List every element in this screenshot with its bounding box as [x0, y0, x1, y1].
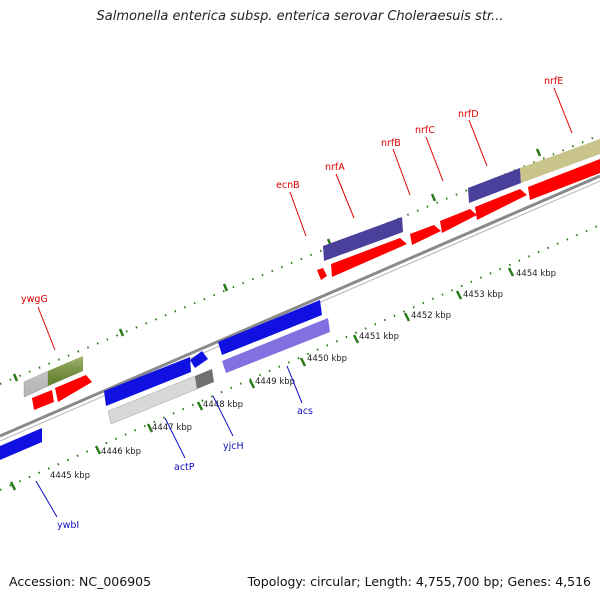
gene-red-1[interactable] [32, 390, 54, 410]
accession-text: Accession: NC_006905 [9, 574, 152, 589]
kbp-label: 4448 kbp [203, 400, 243, 410]
gene-yjcH[interactable] [195, 369, 214, 389]
kbp-tick [455, 290, 463, 300]
forward-label-connectors [37, 87, 573, 351]
gene-nrfB[interactable] [410, 225, 441, 245]
kbp-label: 4451 kbp [359, 332, 399, 342]
kbp-tick [146, 423, 154, 433]
reverse-label-connectors [35, 365, 303, 518]
kbp-label: 4447 kbp [152, 423, 192, 433]
kbp-tick [94, 445, 102, 455]
kbp-label: 4452 kbp [411, 311, 451, 321]
kbp-tick [352, 334, 360, 344]
gene-nrfD[interactable] [475, 189, 527, 220]
gene-label-acs: acs [297, 406, 313, 417]
gene-ywbI[interactable] [0, 428, 42, 460]
gene-label-nrfB: nrfB [381, 138, 401, 149]
gene-label-ywgG: ywgG [21, 294, 48, 305]
gene-nrfD-outer[interactable] [468, 168, 521, 203]
kbp-tick [248, 379, 256, 389]
kbp-label: 4450 kbp [307, 354, 347, 364]
gene-yjcH-blue[interactable] [218, 300, 322, 355]
gene-label-nrfA: nrfA [325, 162, 345, 173]
gene-acs[interactable] [222, 318, 330, 373]
gene-nrfE[interactable] [528, 159, 600, 200]
gene-nrfC[interactable] [440, 209, 477, 233]
gene-nrfA[interactable] [331, 238, 407, 277]
gene-actP-blue[interactable] [104, 357, 191, 406]
kbp-tick [196, 401, 204, 411]
kbp-tick [507, 267, 515, 277]
gene-label-actP: actP [174, 462, 195, 473]
kbp-tick [9, 481, 17, 491]
kbp-tick [403, 312, 411, 322]
gene-red-2[interactable] [55, 375, 92, 402]
gene-label-nrfE: nrfE [544, 76, 563, 87]
shade [24, 356, 83, 397]
gene-blue-small[interactable] [190, 351, 208, 368]
gene-label-ecnB: ecnB [276, 180, 300, 191]
backbone-line [0, 174, 600, 438]
gene-label-nrfC: nrfC [415, 125, 435, 136]
genome-title: Salmonella enterica subsp. enterica sero… [96, 9, 504, 24]
gene-label-nrfD: nrfD [458, 109, 479, 120]
genome-stats-text: Topology: circular; Length: 4,755,700 bp… [247, 574, 591, 589]
kbp-ticks [9, 267, 515, 491]
gene-ecnB[interactable] [317, 268, 327, 280]
kbp-label: 4449 kbp [255, 377, 295, 387]
kbp-tick [299, 357, 307, 367]
gene-label-ywbI: ywbI [57, 520, 79, 531]
kbp-label: 4446 kbp [101, 447, 141, 457]
kbp-label: 4453 kbp [463, 290, 503, 300]
kbp-label: 4445 kbp [50, 471, 90, 481]
gene-ecnB-nrfA-outer[interactable] [323, 217, 403, 261]
gene-label-yjcH: yjcH [223, 441, 244, 452]
kbp-label: 4454 kbp [516, 269, 556, 279]
gene-nrfE-outer[interactable] [520, 139, 600, 183]
lower-track-guide [0, 224, 600, 491]
